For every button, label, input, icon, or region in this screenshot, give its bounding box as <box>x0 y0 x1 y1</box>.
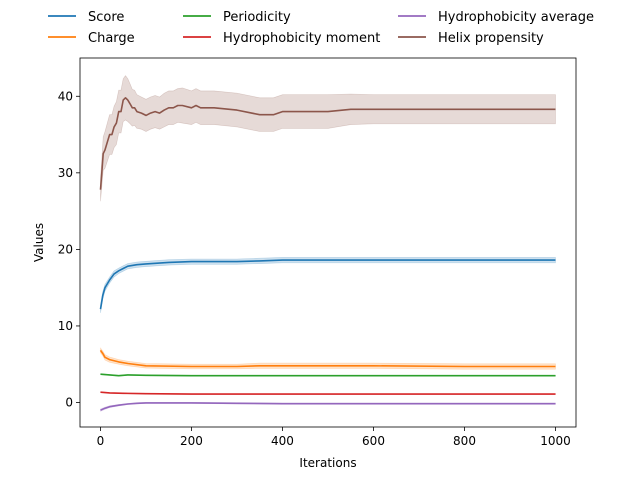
x-tick-label: 600 <box>362 434 385 448</box>
y-tick-label: 20 <box>58 242 73 256</box>
x-axis-ticks: 0 200 400 600 800 1000 <box>97 427 571 448</box>
x-tick-label: 400 <box>271 434 294 448</box>
line-series-0 <box>99 259 556 310</box>
y-tick-label: 0 <box>65 396 73 410</box>
x-tick-label: 0 <box>97 434 105 448</box>
legend-label: Score <box>88 10 124 25</box>
legend-label: Charge <box>88 31 135 46</box>
plot-frame <box>79 57 577 428</box>
series-lines <box>99 97 556 411</box>
y-axis-ticks: 0 10 20 30 40 <box>58 89 80 410</box>
y-axis-label: Values <box>32 223 46 262</box>
y-tick-label: 30 <box>58 166 73 180</box>
line-series-4 <box>100 402 556 411</box>
x-tick-label: 200 <box>180 434 203 448</box>
y-tick-label: 40 <box>58 89 73 103</box>
legend: Score Charge Periodicity Hydrophobicity mom… <box>48 10 594 46</box>
legend-label: Periodicity <box>223 10 291 25</box>
line-series-5 <box>99 97 556 190</box>
x-axis-label: Iterations <box>299 456 356 470</box>
legend-label: Helix propensity <box>438 31 544 46</box>
line-series-1 <box>99 349 556 368</box>
line-series-3 <box>100 391 556 395</box>
band-series-1 <box>100 347 556 370</box>
legend-label: Hydrophobicity average <box>438 10 594 25</box>
y-tick-label: 10 <box>58 319 73 333</box>
band-series-0 <box>100 257 556 313</box>
x-tick-label: 1000 <box>540 434 571 448</box>
legend-label: Hydrophobicity moment <box>223 31 380 46</box>
x-tick-label: 800 <box>453 434 476 448</box>
band-series-5 <box>100 75 556 202</box>
line-series-2 <box>100 373 556 377</box>
